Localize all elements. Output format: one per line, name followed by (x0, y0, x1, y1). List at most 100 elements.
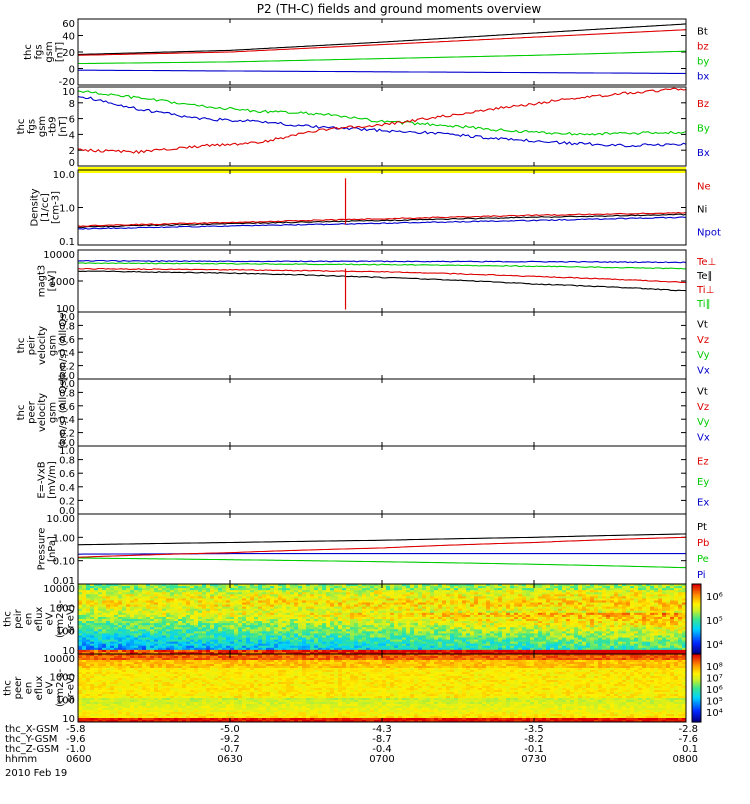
legend-label: Ey (697, 477, 709, 488)
series-line (78, 263, 686, 269)
ylabel-line: thc (16, 405, 27, 421)
series-line (78, 261, 686, 263)
ytick-label: 0.6 (59, 402, 75, 413)
legend-label: Ni (697, 205, 707, 216)
legend-label: bx (697, 72, 709, 83)
ytick-label: 6 (69, 115, 75, 126)
ylabel-line: fgs (33, 44, 44, 59)
ytick-label: 100 (56, 627, 75, 638)
panel-frame (78, 514, 686, 584)
ytick-label: 10000 (43, 250, 75, 261)
legend-label: Pb (697, 538, 709, 549)
ytick-label: 60 (62, 19, 75, 30)
ytick-label: 8 (69, 99, 75, 110)
legend-label: bz (697, 42, 709, 53)
ylabel-line: -tb9 (48, 116, 59, 136)
legend-label: Vy (697, 417, 710, 428)
legend-label: Pi (697, 570, 706, 581)
legend-label: Ex (697, 498, 709, 509)
panel-frame (78, 250, 686, 312)
ylabel-line: Pressure (36, 528, 47, 571)
ylabel-line: peir (27, 335, 38, 355)
ytick-label: 0 (69, 158, 75, 169)
ylabel-line: E=-VxB (36, 461, 47, 498)
series-line (78, 269, 686, 283)
legend-label: Pt (697, 522, 707, 533)
ytick-label: 0.4 (59, 348, 75, 359)
legend-label: Bt (697, 27, 708, 38)
panel-frame (78, 170, 686, 245)
legend-label: Te∥ (696, 271, 713, 282)
ylabel-line: en (24, 613, 35, 626)
spectrogram (78, 584, 687, 655)
ylabel-line: magt3 (36, 265, 47, 298)
legend-label: Bx (697, 148, 710, 159)
plot-title: P2 (TH-C) fields and ground moments over… (257, 2, 542, 16)
legend-label: Bz (697, 99, 709, 110)
ylabel-line: [1/cc] (40, 193, 51, 222)
legend-label: By (697, 124, 710, 135)
ylabel-line: peir (13, 608, 24, 628)
series-line (78, 24, 686, 55)
date-label: 2010 Feb 19 (5, 768, 67, 779)
ylabel-line: [mV/m] (47, 461, 58, 499)
ytick-label: 10.00 (46, 514, 75, 525)
ytick-label: 0.4 (59, 415, 75, 426)
series-line (78, 558, 686, 568)
ylabel-line: Density (30, 188, 41, 226)
ytick-label: 0.4 (59, 483, 75, 494)
series-line (78, 214, 686, 227)
legend-label: Ne (697, 182, 711, 193)
ylabel-line: velocity (37, 393, 48, 432)
series-line (78, 70, 686, 73)
ylabel-line: peer (27, 400, 38, 424)
ytick-label: 0.8 (59, 456, 75, 467)
ylabel-line: [nT] (58, 116, 69, 136)
ytick-label: 40 (62, 32, 75, 43)
legend-label: Npot (697, 228, 721, 239)
ytick-label: 10000 (43, 584, 75, 595)
legend-label: by (697, 57, 709, 68)
legend-label: Vz (697, 335, 709, 346)
legend-label: Ti⊥ (696, 285, 714, 296)
ytick-label: 0.6 (59, 469, 75, 480)
series-line (78, 97, 686, 147)
ytick-label: 1.00 (53, 533, 75, 544)
panel-frame (78, 446, 686, 514)
ytick-label: 4 (69, 130, 75, 141)
ylabel-line: thc (3, 611, 14, 627)
ytick-label: 20 (62, 48, 75, 59)
legend-label: Vt (697, 387, 708, 398)
ylabel-line: gsm (48, 402, 59, 423)
ytick-label: 0 (69, 65, 75, 76)
panel-frame (78, 379, 686, 446)
legend-label: Vx (697, 432, 710, 443)
ytick-label: 1.0 (59, 204, 75, 215)
legend-label: Vx (697, 365, 710, 376)
panel-frame (78, 87, 686, 166)
ytick-label: 2 (69, 146, 75, 157)
legend-label: Vy (697, 350, 710, 361)
legend-label: Vt (697, 320, 708, 331)
legend-label: Ti∥ (696, 299, 711, 310)
series-line (78, 271, 686, 291)
ylabel-line: gsm (48, 335, 59, 356)
panel-frame (78, 312, 686, 379)
ylabel-line: velocity (37, 326, 48, 365)
series-line (78, 534, 686, 545)
ylabel-line: eflux (34, 607, 45, 632)
legend-label: Ez (697, 456, 709, 467)
legend-label: Te⊥ (696, 257, 716, 268)
ytick-label: 1000 (50, 603, 75, 614)
legend-label: Vz (697, 402, 709, 413)
ytick-label: 10.0 (53, 170, 75, 181)
